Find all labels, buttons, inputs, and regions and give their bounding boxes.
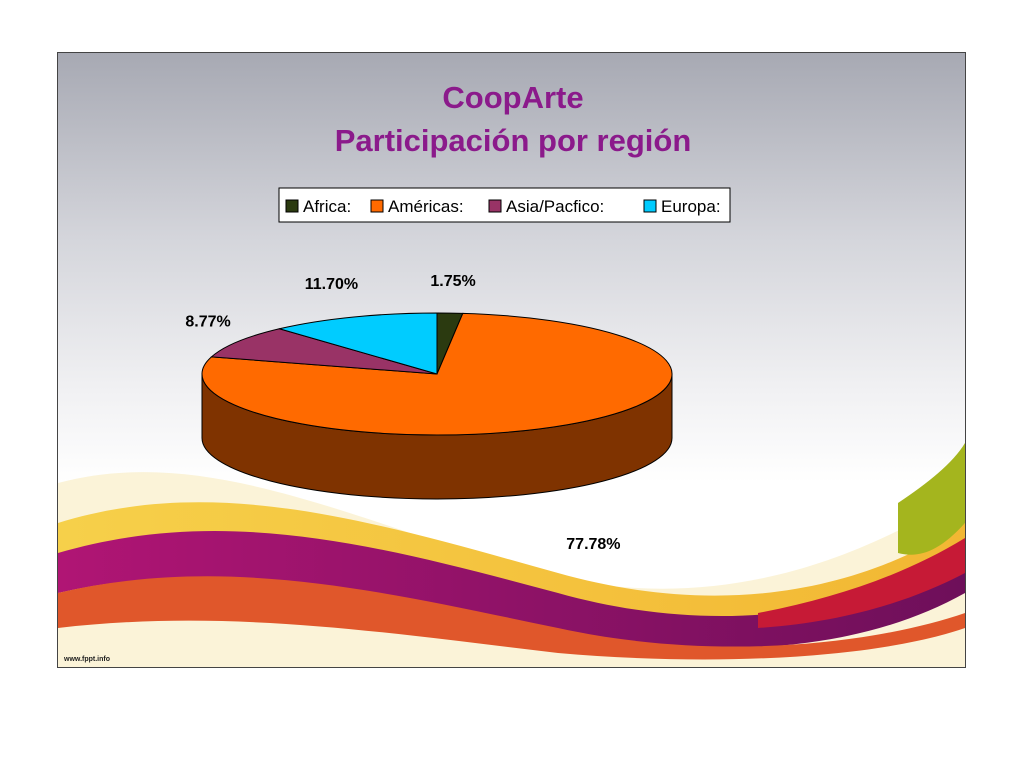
chart-title: CoopArte xyxy=(442,80,583,115)
legend-label-2: Américas: xyxy=(388,197,464,216)
chart-subtitle: Participación por región xyxy=(335,123,692,158)
pie-chart: CoopArte Participación por región Africa… xyxy=(185,80,731,553)
slide: CoopArte Participación por región Africa… xyxy=(57,52,966,668)
slice-value-label-4: 11.70% xyxy=(305,276,358,293)
legend-label-4: Europa: xyxy=(661,197,721,216)
legend-label-3: Asia/Pacfico: xyxy=(506,197,604,216)
slice-value-label-3: 8.77% xyxy=(185,314,230,331)
legend-swatch-4 xyxy=(643,199,657,213)
legend-label-1: Africa: xyxy=(303,197,351,216)
legend-swatch-3 xyxy=(488,199,502,213)
legend-swatch-1 xyxy=(285,199,299,213)
pie-slice-3 xyxy=(210,328,438,375)
slice-value-label-1: 1.75% xyxy=(430,273,475,290)
background-swoosh xyxy=(58,443,965,667)
pie-slice-4 xyxy=(277,312,438,375)
legend-swatch-2 xyxy=(370,199,384,213)
legend: Africa: Américas: Asia/Pacfico: Europa: xyxy=(278,187,731,223)
footer-text: www.fppt.info xyxy=(64,656,111,663)
slice-value-label-2: 77.78% xyxy=(566,536,620,553)
